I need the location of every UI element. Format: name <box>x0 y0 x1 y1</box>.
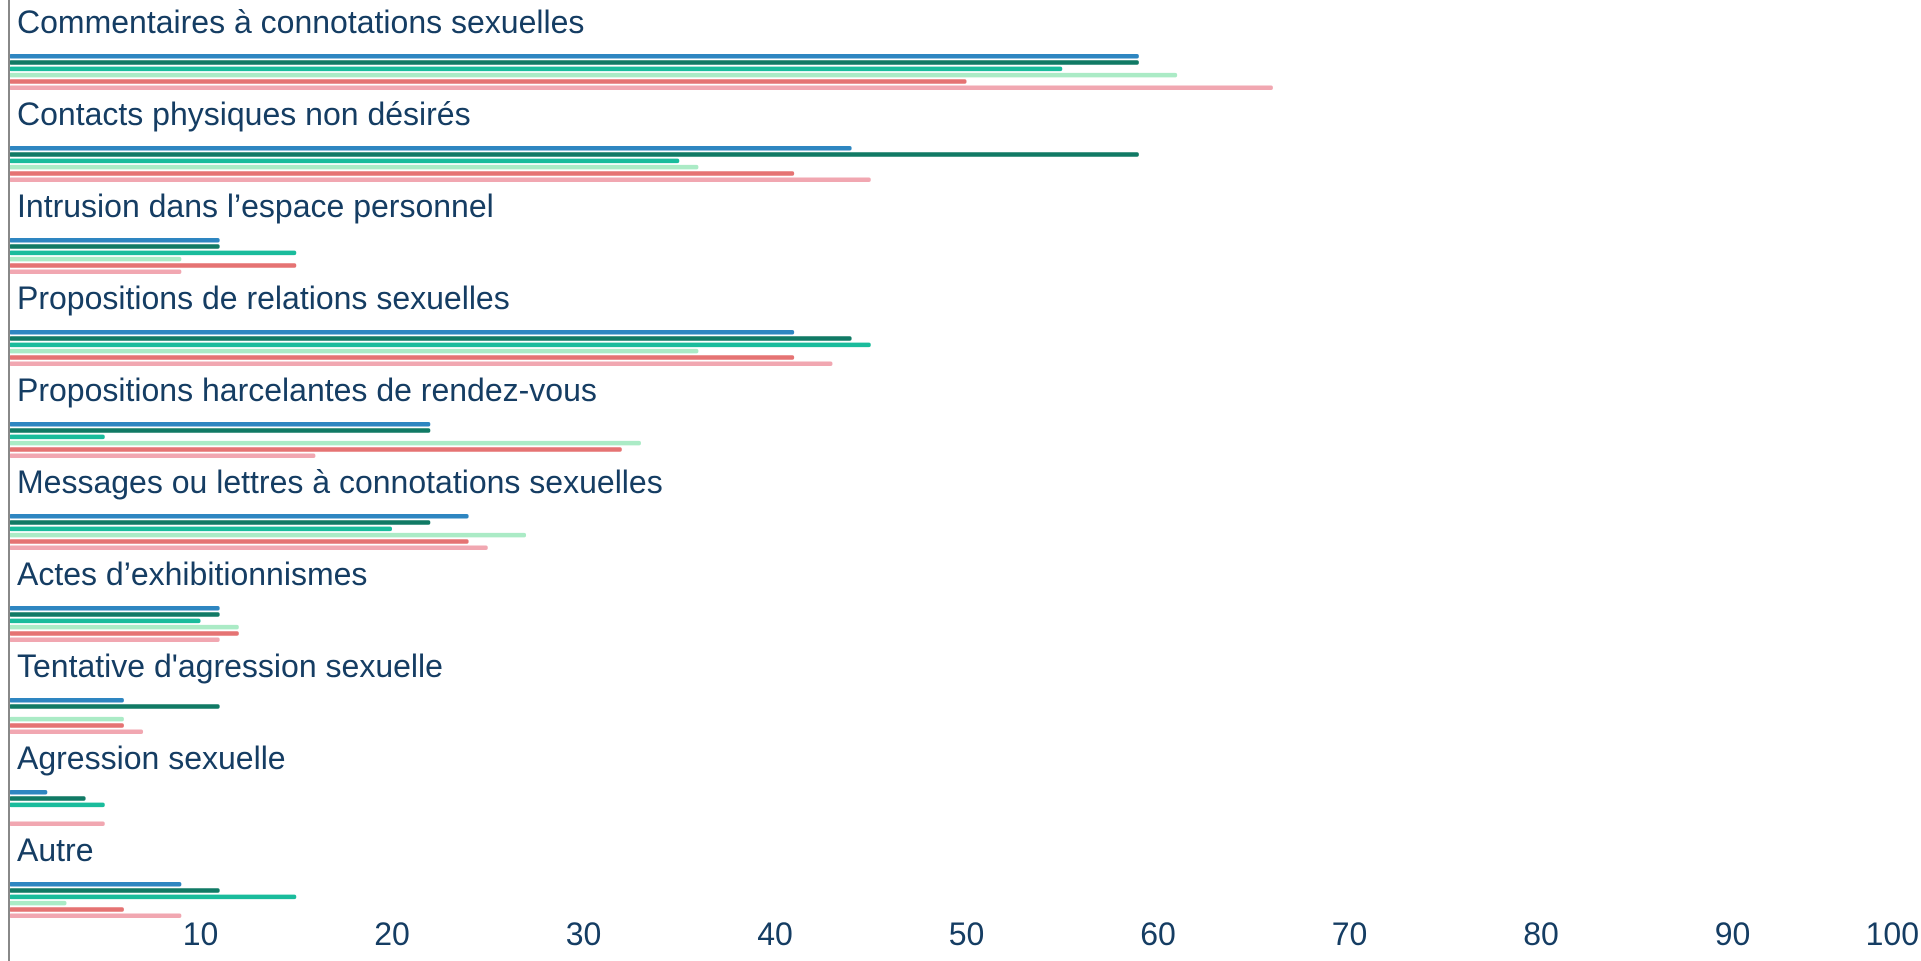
bar <box>9 637 220 642</box>
bar <box>9 434 105 440</box>
bar <box>9 526 392 532</box>
category-label: Propositions de relations sexuelles <box>17 280 510 316</box>
bar <box>9 618 201 624</box>
bar <box>9 428 431 433</box>
x-tick-label: 60 <box>1140 916 1176 952</box>
bar <box>9 900 67 906</box>
bar <box>9 796 86 801</box>
bar <box>9 250 297 256</box>
x-tick-label: 70 <box>1332 916 1368 952</box>
bar <box>9 612 220 617</box>
bar <box>9 698 124 703</box>
x-tick-label: 20 <box>374 916 410 952</box>
category-labels: Commentaires à connotations sexuelles Con… <box>17 4 663 868</box>
x-tick-label: 40 <box>757 916 793 952</box>
bar <box>9 882 182 887</box>
bar <box>9 355 795 360</box>
bar <box>9 79 967 84</box>
bar <box>9 790 48 795</box>
bar <box>9 164 699 170</box>
bar <box>9 894 297 900</box>
bar <box>9 520 431 525</box>
bar <box>9 66 1063 72</box>
bar <box>9 238 220 243</box>
bar <box>9 361 833 366</box>
bar <box>9 85 1273 90</box>
bar <box>9 269 182 274</box>
bar <box>9 60 1139 65</box>
bar <box>9 514 469 519</box>
bar <box>9 802 105 808</box>
category-label: Tentative d'agression sexuelle <box>17 648 443 684</box>
bar <box>9 716 124 722</box>
bar <box>9 54 1139 59</box>
bar <box>9 146 852 151</box>
bar <box>9 723 124 728</box>
bar <box>9 888 220 893</box>
bar <box>9 532 527 538</box>
bar <box>9 453 316 458</box>
bar <box>9 256 182 262</box>
category-label: Actes d’exhibitionnismes <box>17 556 367 592</box>
category-label: Messages ou lettres à connotations sexue… <box>17 464 663 500</box>
bar <box>9 447 622 452</box>
category-label: Agression sexuelle <box>17 740 286 776</box>
bar <box>9 263 297 268</box>
bar <box>9 704 220 709</box>
bar <box>9 171 795 176</box>
category-label: Intrusion dans l’espace personnel <box>17 188 494 224</box>
bar <box>9 545 488 550</box>
bar <box>9 624 239 630</box>
bar <box>9 342 871 348</box>
bar <box>9 244 220 249</box>
bar <box>9 631 239 636</box>
bar <box>9 440 641 446</box>
category-label: Propositions harcelantes de rendez-vous <box>17 372 597 408</box>
category-label: Commentaires à connotations sexuelles <box>17 4 584 40</box>
x-tick-label: 50 <box>949 916 985 952</box>
bar <box>9 913 182 918</box>
bar <box>9 336 852 341</box>
bar <box>9 72 1178 78</box>
bar <box>9 348 699 354</box>
x-tick-label: 80 <box>1523 916 1559 952</box>
x-tick-label: 10 <box>183 916 219 952</box>
bar <box>9 152 1139 157</box>
x-axis-tick-labels: 10 20 30 40 50 60 70 80 90 100 <box>183 916 1919 952</box>
x-tick-label: 30 <box>566 916 602 952</box>
bar <box>9 422 431 427</box>
bars-layer <box>9 54 1273 918</box>
category-label: Autre <box>17 832 93 868</box>
bar <box>9 158 680 164</box>
bar <box>9 907 124 912</box>
bar <box>9 606 220 611</box>
bar <box>9 330 795 335</box>
bar <box>9 177 871 182</box>
x-tick-label: 100 <box>1866 916 1919 952</box>
x-tick-label: 90 <box>1715 916 1751 952</box>
bar <box>9 539 469 544</box>
category-label: Contacts physiques non désirés <box>17 96 471 132</box>
bar <box>9 821 105 826</box>
bar <box>9 729 144 734</box>
